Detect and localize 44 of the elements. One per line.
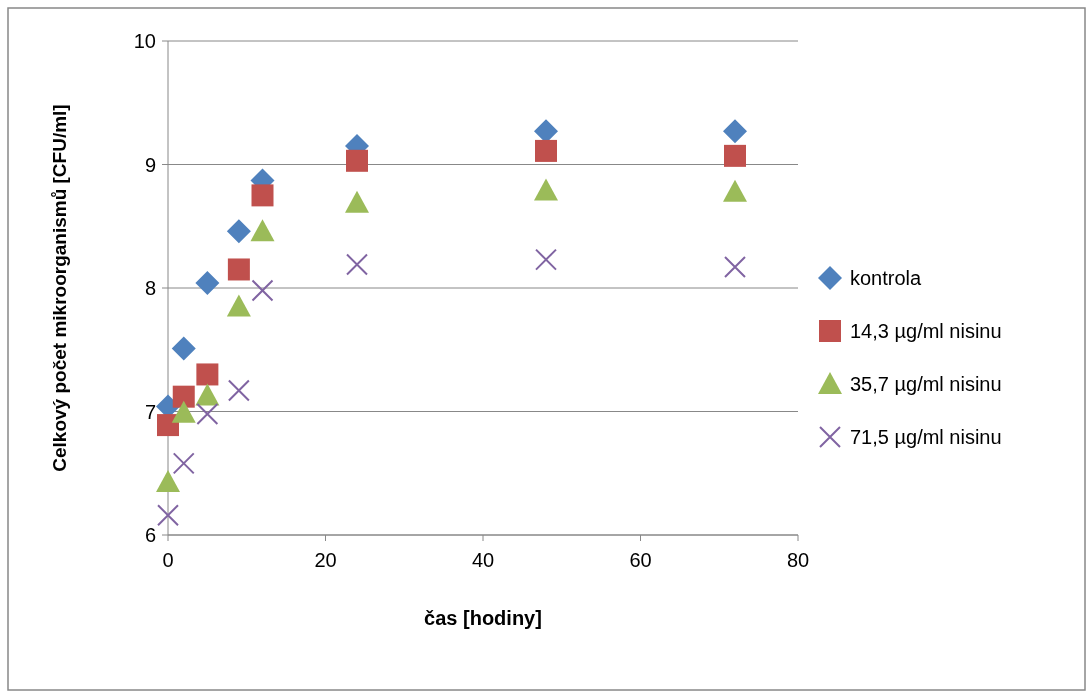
- point: [534, 178, 558, 201]
- point: [724, 144, 746, 167]
- point: [251, 279, 274, 302]
- legend-label: 14,3 µg/ml nisinu: [850, 320, 1002, 342]
- point: [226, 219, 251, 244]
- y-tick-label: 10: [133, 30, 156, 52]
- x-axis-title: čas [hodiny]: [424, 607, 542, 629]
- y-tick-label: 7: [144, 400, 156, 423]
- x-tick-label: 40: [471, 549, 495, 571]
- point: [157, 504, 179, 527]
- point: [535, 139, 557, 162]
- point: [171, 336, 196, 361]
- point: [196, 363, 219, 386]
- point: [723, 179, 747, 202]
- legend-label: kontrola: [850, 267, 923, 289]
- point: [195, 383, 220, 406]
- y-tick-label: 9: [144, 153, 156, 176]
- point: [172, 385, 195, 408]
- point: [157, 414, 179, 437]
- x-tick-label: 20: [314, 549, 337, 571]
- x-tick-label: 80: [786, 549, 810, 571]
- point: [250, 219, 275, 242]
- x-tick-label: 60: [629, 549, 652, 571]
- point: [226, 294, 251, 317]
- point: [172, 452, 195, 475]
- point: [195, 271, 220, 296]
- point: [345, 190, 369, 213]
- point: [723, 119, 747, 144]
- x-tick-label: 0: [162, 549, 174, 571]
- point: [724, 256, 746, 279]
- y-tick-label: 6: [144, 524, 156, 546]
- point: [227, 379, 250, 402]
- point: [171, 400, 196, 423]
- point: [251, 184, 274, 207]
- point: [156, 469, 180, 492]
- point: [346, 253, 368, 276]
- point: [227, 258, 250, 281]
- legend-label: 71,5 µg/ml nisinu: [850, 426, 1002, 448]
- point: [196, 402, 219, 425]
- y-tick-label: 8: [144, 277, 156, 299]
- y-axis-title: Celkový počet mikroorganismů [CFU/ml]: [49, 104, 70, 472]
- legend-label: 35,7 µg/ml nisinu: [850, 373, 1002, 395]
- point: [346, 149, 368, 172]
- point: [535, 248, 557, 271]
